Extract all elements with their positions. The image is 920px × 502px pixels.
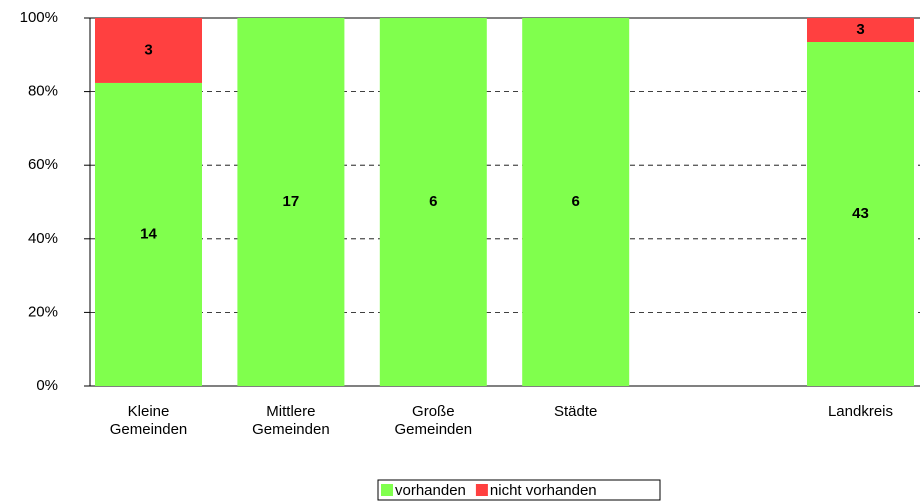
x-tick-label: Mittlere Gemeinden <box>252 403 330 438</box>
data-label: 6 <box>429 193 437 210</box>
y-tick-label: 80% <box>28 83 58 100</box>
bar-segment <box>807 18 914 42</box>
bar-segment <box>807 42 914 386</box>
bar-segment <box>522 18 630 386</box>
y-tick-label: 20% <box>28 303 58 320</box>
data-label: 43 <box>852 205 869 222</box>
bar-segment <box>95 82 202 387</box>
legend-label: nicht vorhanden <box>490 482 597 499</box>
legend-swatch <box>475 484 488 496</box>
x-tick-label: Kleine Gemeinden <box>109 403 188 438</box>
bar-segment <box>95 18 202 83</box>
data-label: 17 <box>283 193 300 210</box>
y-tick-label: 40% <box>28 230 58 247</box>
x-tick-label: Städte <box>554 403 598 420</box>
y-tick-label: 0% <box>36 377 58 394</box>
x-tick-label: Große Gemeinden <box>394 403 473 438</box>
legend-box <box>377 479 661 501</box>
y-tick-label: 60% <box>28 156 58 173</box>
data-label: 3 <box>856 21 864 38</box>
data-label: 6 <box>572 193 580 210</box>
data-label: 14 <box>140 225 157 242</box>
x-tick-label: Landkreis <box>827 403 894 420</box>
legend-label: vorhanden <box>395 482 466 499</box>
legend-swatch <box>381 484 393 496</box>
bar-segment <box>237 18 345 386</box>
y-tick-label: 100% <box>20 9 58 26</box>
bar-segment <box>379 18 487 386</box>
data-label: 3 <box>144 41 152 58</box>
